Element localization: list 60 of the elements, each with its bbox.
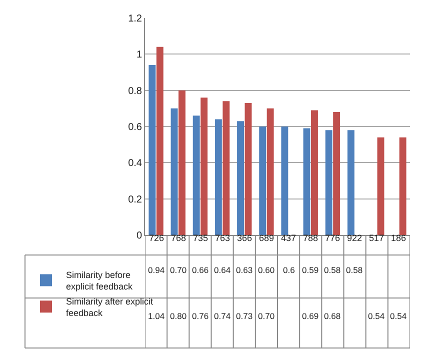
- y-tick-label: 1.2: [128, 14, 142, 24]
- x-tick-label: 922: [347, 233, 362, 243]
- x-tick-label: 437: [281, 233, 296, 243]
- bar: [178, 90, 186, 235]
- bar: [281, 126, 288, 235]
- bar: [259, 126, 266, 235]
- x-tick-label: 768: [171, 233, 186, 243]
- bar: [237, 121, 244, 235]
- x-tick-label: 788: [303, 233, 318, 243]
- data-label: 0.74: [214, 311, 231, 321]
- data-label: 0.58: [324, 265, 341, 275]
- data-label: 0.63: [236, 265, 253, 275]
- y-tick-label: 0.8: [128, 86, 142, 97]
- x-tick-label: 517: [369, 233, 384, 243]
- data-label: 0.6: [283, 265, 296, 275]
- data-label: 0.58: [346, 265, 363, 275]
- data-label: 0.70: [170, 265, 187, 275]
- bar: [303, 128, 310, 235]
- bar: [377, 137, 384, 235]
- data-label: 0.54: [390, 311, 407, 321]
- bar: [333, 112, 340, 235]
- y-tick-label: 1: [136, 50, 142, 61]
- data-label: 0.80: [170, 311, 187, 321]
- bar: [399, 137, 406, 235]
- data-label: 0.70: [258, 311, 275, 321]
- x-tick-label: 726: [149, 233, 164, 243]
- x-tick-label: 776: [325, 233, 340, 243]
- bar: [214, 119, 222, 235]
- bar: [244, 102, 252, 235]
- bar: [148, 65, 156, 235]
- bar: [170, 108, 178, 235]
- x-tick-label: 366: [237, 233, 252, 243]
- y-tick-label: 0.2: [128, 194, 142, 206]
- bar: [325, 130, 332, 235]
- y-tick-label: 0.4: [128, 158, 142, 170]
- bar: [192, 116, 200, 235]
- data-label: 0.68: [324, 311, 341, 321]
- y-tick-label: 0.6: [128, 122, 142, 133]
- data-label: 0.66: [192, 265, 209, 275]
- data-label: 0.60: [258, 265, 275, 275]
- data-label: 0.59: [302, 265, 319, 275]
- data-label: 0.54: [368, 311, 385, 321]
- data-label: 0.69: [302, 311, 319, 321]
- x-tick-label: 735: [193, 233, 208, 243]
- data-label: 0.76: [192, 311, 209, 321]
- data-label: 0.73: [236, 311, 253, 321]
- bar: [347, 130, 354, 235]
- data-label: 1.04: [148, 311, 165, 321]
- data-label: 0.64: [214, 265, 231, 275]
- bar: [311, 110, 318, 235]
- bar: [266, 108, 274, 235]
- legend-label: Similarity before explicit feedback: [66, 270, 134, 292]
- x-tick-label: 763: [215, 233, 230, 243]
- bar: [156, 46, 164, 235]
- bar: [222, 101, 230, 235]
- bar: [200, 98, 208, 235]
- y-tick-label: 0: [136, 230, 142, 242]
- x-tick-label: 689: [259, 233, 274, 243]
- data-label: 0.94: [148, 265, 165, 275]
- x-tick-label: 186: [391, 233, 406, 243]
